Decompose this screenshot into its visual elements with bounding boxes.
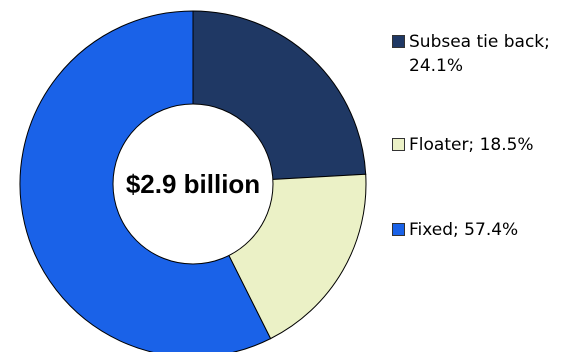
donut-hole bbox=[112, 103, 274, 265]
legend-label-subsea-tie-back: Subsea tie back; 24.1% bbox=[409, 32, 550, 76]
legend-swatch-floater bbox=[392, 138, 405, 151]
legend-label-fixed: Fixed; 57.4% bbox=[409, 220, 519, 240]
center-total-label: $2.9 billion bbox=[126, 169, 260, 199]
legend-swatch-fixed bbox=[392, 223, 405, 236]
legend-swatch-subsea-tie-back bbox=[392, 35, 405, 48]
donut-chart: $2.9 billion bbox=[19, 10, 367, 352]
legend-label-floater: Floater; 18.5% bbox=[409, 135, 534, 155]
